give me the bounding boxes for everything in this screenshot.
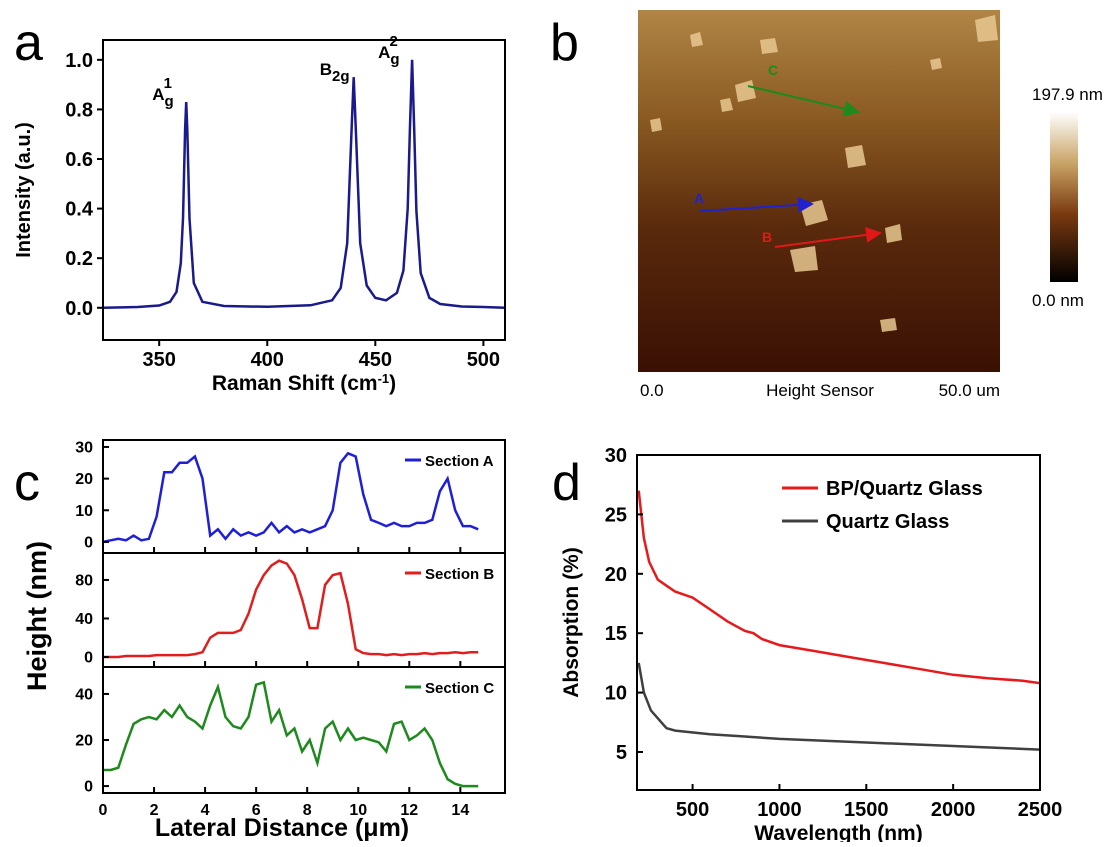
x-tick-label: 400 [251, 349, 284, 371]
section-arrow-label: B [762, 229, 772, 245]
peak-label: Ag2 [378, 33, 399, 68]
x-axis-label-part: ) [389, 372, 396, 395]
figure: 3504004505000.00.20.40.60.81.0Raman Shif… [0, 0, 1109, 842]
x-tick-label: 500 [467, 349, 500, 371]
panel-letter: d [552, 454, 581, 512]
peak-label: Ag1 [152, 75, 173, 110]
y-tick-label: 40 [75, 611, 93, 628]
y-axis-label: Height (nm) [22, 541, 52, 691]
x-tick-label: 2000 [931, 799, 976, 821]
peak-label-sub: 2g [332, 68, 350, 85]
data-line [639, 663, 1040, 750]
data-line [103, 453, 478, 542]
y-tick-label: 0.6 [65, 149, 93, 171]
y-tick-label: 20 [75, 471, 93, 488]
image-caption: Height Sensor [766, 381, 874, 400]
y-axis-label: Absorption (%) [560, 547, 583, 697]
peak-label-sup: 2 [390, 33, 398, 50]
peak-label-sub: g [164, 93, 173, 110]
peak-label-sup: 1 [164, 75, 172, 92]
colorbar-max: 197.9 nm [1032, 85, 1103, 104]
x-tick-label: 500 [676, 799, 709, 821]
legend-label: Quartz Glass [826, 511, 949, 533]
peak-label-sub: g [390, 51, 399, 68]
peak-label-base: A [378, 43, 390, 62]
y-tick-label: 0 [84, 779, 93, 796]
section-arrow-label: A [694, 190, 704, 206]
legend-label: BP/Quartz Glass [826, 478, 983, 500]
x-tick-label: 1500 [844, 799, 889, 821]
image-x-start: 0.0 [640, 381, 664, 400]
y-tick-label: 10 [75, 503, 93, 520]
peak-label: B2g [320, 60, 350, 85]
panel-letter: a [14, 14, 43, 72]
y-tick-label: 0.0 [65, 298, 93, 320]
y-tick-label: 25 [605, 504, 627, 526]
x-axis-label-part: -1 [378, 371, 390, 386]
y-tick-label: 15 [605, 623, 627, 645]
colorbar [1050, 112, 1078, 282]
legend-label: Section A [425, 453, 494, 470]
y-tick-label: 10 [605, 683, 627, 705]
afm-image [638, 10, 1000, 372]
x-tick-label: 0 [99, 802, 108, 819]
x-axis-label: Raman Shift (cm-1) [212, 371, 396, 396]
x-tick-label: 14 [451, 802, 469, 819]
axes-frame [637, 455, 1040, 790]
peak-label-base: A [152, 85, 164, 104]
y-tick-label: 40 [75, 687, 93, 704]
panel-letter: b [550, 14, 579, 72]
legend-label: Section B [425, 566, 494, 583]
x-axis-label-part: Raman Shift (cm [212, 372, 378, 395]
y-tick-label: 30 [75, 440, 93, 457]
data-line [103, 561, 478, 657]
y-tick-label: 0 [84, 535, 93, 552]
x-axis-label: Wavelength (nm) [754, 822, 922, 842]
panel-letter: c [14, 454, 40, 512]
x-axis-label: Lateral Distance (μm) [155, 814, 409, 842]
x-tick-label: 350 [143, 349, 176, 371]
y-tick-label: 1.0 [65, 50, 93, 72]
x-tick-label: 2500 [1018, 799, 1063, 821]
legend-label: Section C [425, 680, 494, 697]
image-x-end: 50.0 um [939, 381, 1000, 400]
x-tick-label: 450 [359, 349, 392, 371]
y-tick-label: 0.2 [65, 248, 93, 270]
data-line [103, 682, 478, 786]
y-axis-label: Intensity (a.u.) [13, 122, 35, 258]
y-tick-label: 20 [75, 733, 93, 750]
y-tick-label: 0.8 [65, 99, 93, 121]
colorbar-min: 0.0 nm [1032, 291, 1084, 310]
peak-label-base: B [320, 60, 332, 79]
y-tick-label: 0.4 [65, 199, 94, 221]
x-tick-label: 1000 [757, 799, 802, 821]
y-tick-label: 5 [616, 742, 627, 764]
y-tick-label: 20 [605, 564, 627, 586]
y-tick-label: 30 [605, 445, 627, 467]
y-tick-label: 0 [84, 650, 93, 667]
section-arrow-label: C [768, 62, 778, 78]
y-tick-label: 80 [75, 573, 93, 590]
